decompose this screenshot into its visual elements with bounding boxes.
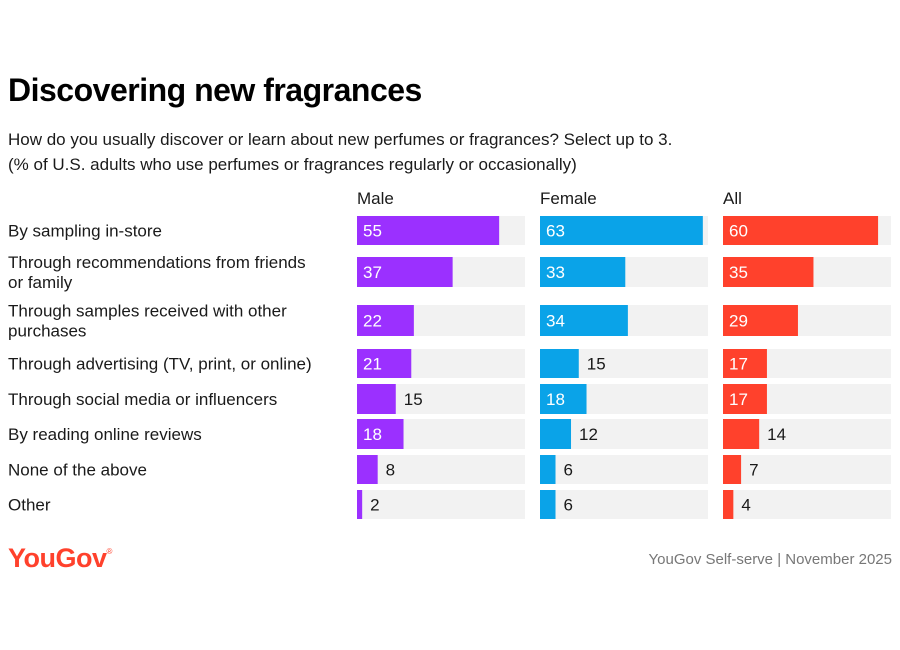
bar-track bbox=[357, 455, 525, 484]
bar-male bbox=[357, 455, 378, 484]
data-label: 55 bbox=[363, 222, 382, 241]
bar-male bbox=[357, 216, 500, 245]
bar-track bbox=[723, 455, 891, 484]
category-label: Through social media or influencers bbox=[8, 390, 277, 409]
legend-female: Female bbox=[540, 189, 597, 208]
data-label: 14 bbox=[767, 425, 786, 444]
bar-track bbox=[540, 490, 708, 519]
bar-male bbox=[357, 419, 404, 449]
data-label: 21 bbox=[363, 355, 382, 374]
bar-track bbox=[357, 490, 525, 519]
bar-female bbox=[540, 455, 556, 484]
data-label: 33 bbox=[546, 263, 565, 282]
bar-female bbox=[540, 384, 587, 414]
bar-all bbox=[723, 257, 814, 287]
data-label: 63 bbox=[546, 222, 565, 241]
bar-male bbox=[357, 384, 396, 414]
data-label: 2 bbox=[370, 496, 379, 515]
data-label: 12 bbox=[579, 425, 598, 444]
bar-male bbox=[357, 305, 414, 336]
bar-female bbox=[540, 419, 572, 449]
data-label: 37 bbox=[363, 263, 382, 282]
yougov-logo: YouGov® bbox=[8, 543, 112, 573]
subtitle-base: (% of U.S. adults who use perfumes or fr… bbox=[8, 155, 577, 174]
bar-all bbox=[723, 305, 798, 336]
category-label: purchases bbox=[8, 322, 86, 341]
category-label: None of the above bbox=[8, 461, 147, 480]
category-label: Other bbox=[8, 496, 51, 515]
data-label: 17 bbox=[729, 355, 748, 374]
bar-all bbox=[723, 455, 742, 484]
bar-all bbox=[723, 490, 734, 519]
legend-male: Male bbox=[357, 189, 394, 208]
category-label: Through samples received with other bbox=[8, 302, 287, 321]
legend-all: All bbox=[723, 189, 742, 208]
data-label: 15 bbox=[404, 390, 423, 409]
data-label: 34 bbox=[546, 312, 565, 331]
bar-female bbox=[540, 305, 628, 336]
bar-female bbox=[540, 349, 579, 378]
data-label: 6 bbox=[564, 461, 573, 480]
bar-female bbox=[540, 257, 626, 287]
bar-all bbox=[723, 419, 760, 449]
data-label: 60 bbox=[729, 222, 748, 241]
data-label: 15 bbox=[587, 355, 606, 374]
bar-all bbox=[723, 216, 879, 245]
bar-male bbox=[357, 490, 363, 519]
logo-text: YouGov bbox=[8, 543, 107, 573]
subtitle-question: How do you usually discover or learn abo… bbox=[8, 130, 673, 149]
bar-all bbox=[723, 384, 767, 414]
data-label: 35 bbox=[729, 263, 748, 282]
data-label: 17 bbox=[729, 390, 748, 409]
category-label: By sampling in-store bbox=[8, 222, 162, 241]
data-label: 18 bbox=[546, 390, 565, 409]
bar-track bbox=[723, 490, 891, 519]
data-label: 7 bbox=[749, 461, 758, 480]
chart-subtitle: How do you usually discover or learn abo… bbox=[8, 127, 672, 177]
chart-title: Discovering new fragrances bbox=[8, 72, 422, 108]
bar-female bbox=[540, 216, 703, 245]
category-label: or family bbox=[8, 273, 73, 292]
category-label: Through recommendations from friends bbox=[8, 253, 306, 272]
data-label: 18 bbox=[363, 425, 382, 444]
data-label: 22 bbox=[363, 312, 382, 331]
bar-all bbox=[723, 349, 767, 378]
data-label: 29 bbox=[729, 312, 748, 331]
category-label: Through advertising (TV, print, or onlin… bbox=[8, 355, 312, 374]
data-label: 8 bbox=[386, 461, 395, 480]
bar-track bbox=[540, 455, 708, 484]
data-label: 4 bbox=[741, 496, 750, 515]
source-note: YouGov Self-serve | November 2025 bbox=[648, 551, 892, 568]
bar-male bbox=[357, 257, 453, 287]
category-label: By reading online reviews bbox=[8, 425, 202, 444]
bar-male bbox=[357, 349, 412, 378]
bar-female bbox=[540, 490, 556, 519]
data-label: 6 bbox=[564, 496, 573, 515]
